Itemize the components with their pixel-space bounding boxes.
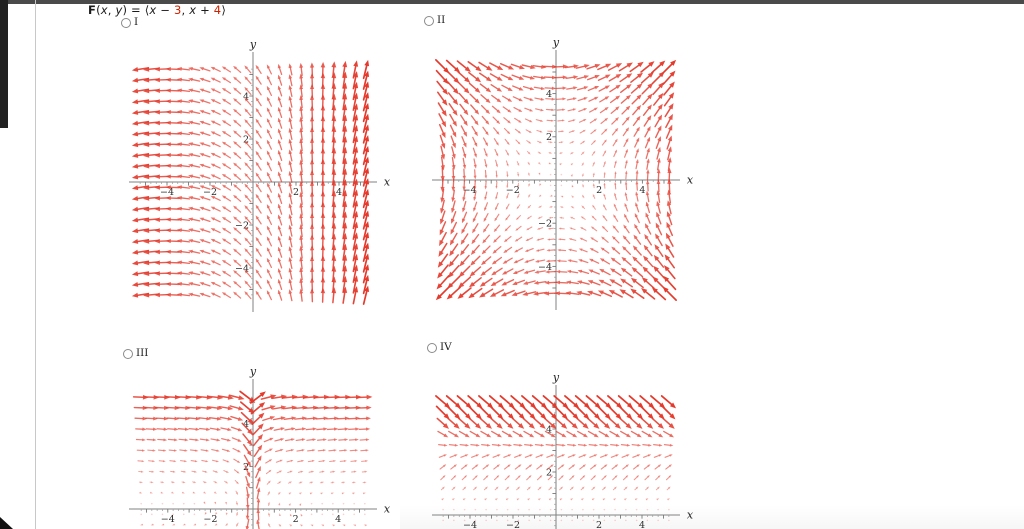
svg-text:2: 2 [546, 132, 552, 143]
svg-text:4: 4 [639, 185, 645, 196]
svg-text:4: 4 [335, 514, 341, 525]
formula-segment: x [149, 3, 157, 17]
svg-text:−4: −4 [161, 514, 175, 525]
svg-text:4: 4 [243, 419, 249, 430]
formula-segment: 3 [173, 3, 182, 17]
radio-option-iii[interactable] [123, 349, 133, 359]
formula-segment: ( [96, 3, 101, 17]
vector-field-plot-ii: −4 −2 2 4 4 2 −2 −4 x y [432, 36, 694, 310]
svg-text:−4: −4 [463, 185, 477, 196]
svg-text:2: 2 [596, 520, 602, 529]
vector-field-plot-i: −4 −2 2 4 4 2 −2 −4 x y [129, 38, 391, 312]
formula-segment: ) = [122, 3, 145, 17]
radio-option-i[interactable] [121, 18, 131, 28]
svg-text:y: y [552, 36, 560, 49]
svg-text:2: 2 [293, 514, 299, 525]
svg-text:4: 4 [336, 187, 342, 198]
svg-text:−4: −4 [160, 187, 174, 198]
svg-text:2: 2 [243, 134, 249, 145]
option-label-i: I [134, 16, 139, 28]
svg-text:x: x [384, 503, 391, 516]
window-left-edge [0, 0, 8, 128]
window-corner-artifact [0, 517, 13, 529]
svg-text:y: y [249, 365, 257, 378]
formula-segment: , [107, 3, 116, 17]
svg-text:2: 2 [596, 185, 602, 196]
svg-text:−4: −4 [235, 263, 249, 274]
svg-text:−4: −4 [463, 520, 477, 529]
svg-text:−2: −2 [506, 185, 520, 196]
formula-segment: , [181, 3, 190, 17]
window-top-edge [0, 0, 1024, 4]
radio-option-ii[interactable] [424, 16, 434, 26]
svg-text:−2: −2 [506, 520, 520, 529]
svg-text:4: 4 [546, 424, 552, 435]
option-label-iii: III [136, 347, 149, 359]
svg-text:y: y [552, 371, 560, 384]
formula-segment: ⟨ [144, 3, 150, 17]
question-formula: F(x, y) = ⟨x − 3, x + 4⟩ [88, 3, 226, 17]
formula-segment: y [115, 3, 123, 17]
svg-text:y: y [249, 38, 257, 51]
svg-text:2: 2 [293, 187, 299, 198]
formula-segment: + [196, 3, 214, 17]
formula-segment: ⟩ [221, 3, 227, 17]
formula-segment: F [88, 3, 97, 17]
svg-text:4: 4 [546, 89, 552, 100]
formula-segment: − [156, 3, 174, 17]
page-margin-divider [35, 0, 36, 529]
radio-option-iv[interactable] [427, 343, 437, 353]
formula-segment: 4 [213, 3, 222, 17]
svg-text:−2: −2 [235, 220, 249, 231]
svg-text:x: x [384, 176, 391, 189]
option-label-iv: IV [440, 341, 452, 353]
svg-text:−4: −4 [538, 262, 552, 273]
svg-text:4: 4 [639, 520, 645, 529]
option-label-ii: II [437, 14, 446, 26]
svg-text:−2: −2 [203, 187, 217, 198]
formula-segment: x [100, 3, 108, 17]
svg-text:4: 4 [243, 91, 249, 102]
svg-text:2: 2 [546, 467, 552, 478]
svg-text:x: x [687, 509, 694, 522]
svg-text:x: x [687, 174, 694, 187]
svg-text:−2: −2 [203, 514, 217, 525]
formula-segment: x [189, 3, 197, 17]
svg-text:−2: −2 [538, 219, 552, 230]
